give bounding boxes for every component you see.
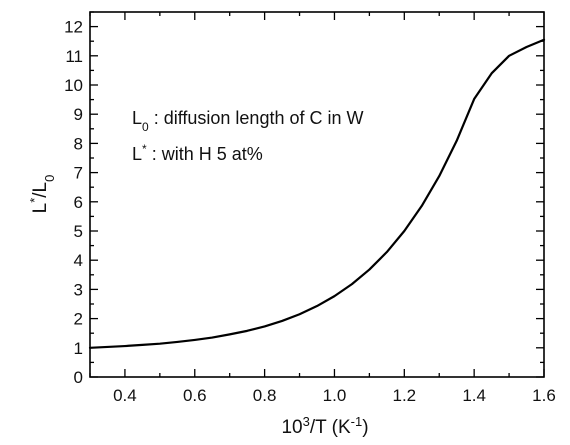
x-tick-label: 0.8	[253, 386, 277, 405]
y-tick-label: 8	[74, 134, 83, 153]
x-tick-label: 1.4	[462, 386, 486, 405]
x-tick-label: 0.6	[183, 386, 207, 405]
y-tick-label: 0	[74, 368, 83, 387]
ticks-layer	[89, 11, 545, 378]
y-tick-label: 4	[74, 251, 83, 270]
y-tick-label: 3	[74, 280, 83, 299]
series-line	[88, 38, 546, 349]
x-tick-label: 1.2	[392, 386, 416, 405]
annotation-lstar: L* : with H 5 at%	[132, 142, 263, 164]
x-axis-label: 103/T (K-1)	[281, 414, 368, 439]
y-tick-label: 12	[64, 18, 83, 37]
x-tick-label: 1.0	[323, 386, 347, 405]
annotation-l0: L0 : diffusion length of C in W	[132, 108, 363, 134]
plot-frame	[89, 11, 545, 378]
x-tick-label: 1.6	[532, 386, 556, 405]
y-tick-label: 7	[74, 164, 83, 183]
y-tick-label: 1	[74, 339, 83, 358]
y-tick-label: 6	[74, 193, 83, 212]
y-tick-label: 2	[74, 310, 83, 329]
y-tick-label: 9	[74, 105, 83, 124]
y-tick-label: 10	[64, 76, 83, 95]
y-axis-label: L*/L0	[27, 175, 57, 214]
x-tick-label: 0.4	[113, 386, 137, 405]
y-tick-label: 5	[74, 222, 83, 241]
y-tick-label: 11	[65, 47, 83, 66]
